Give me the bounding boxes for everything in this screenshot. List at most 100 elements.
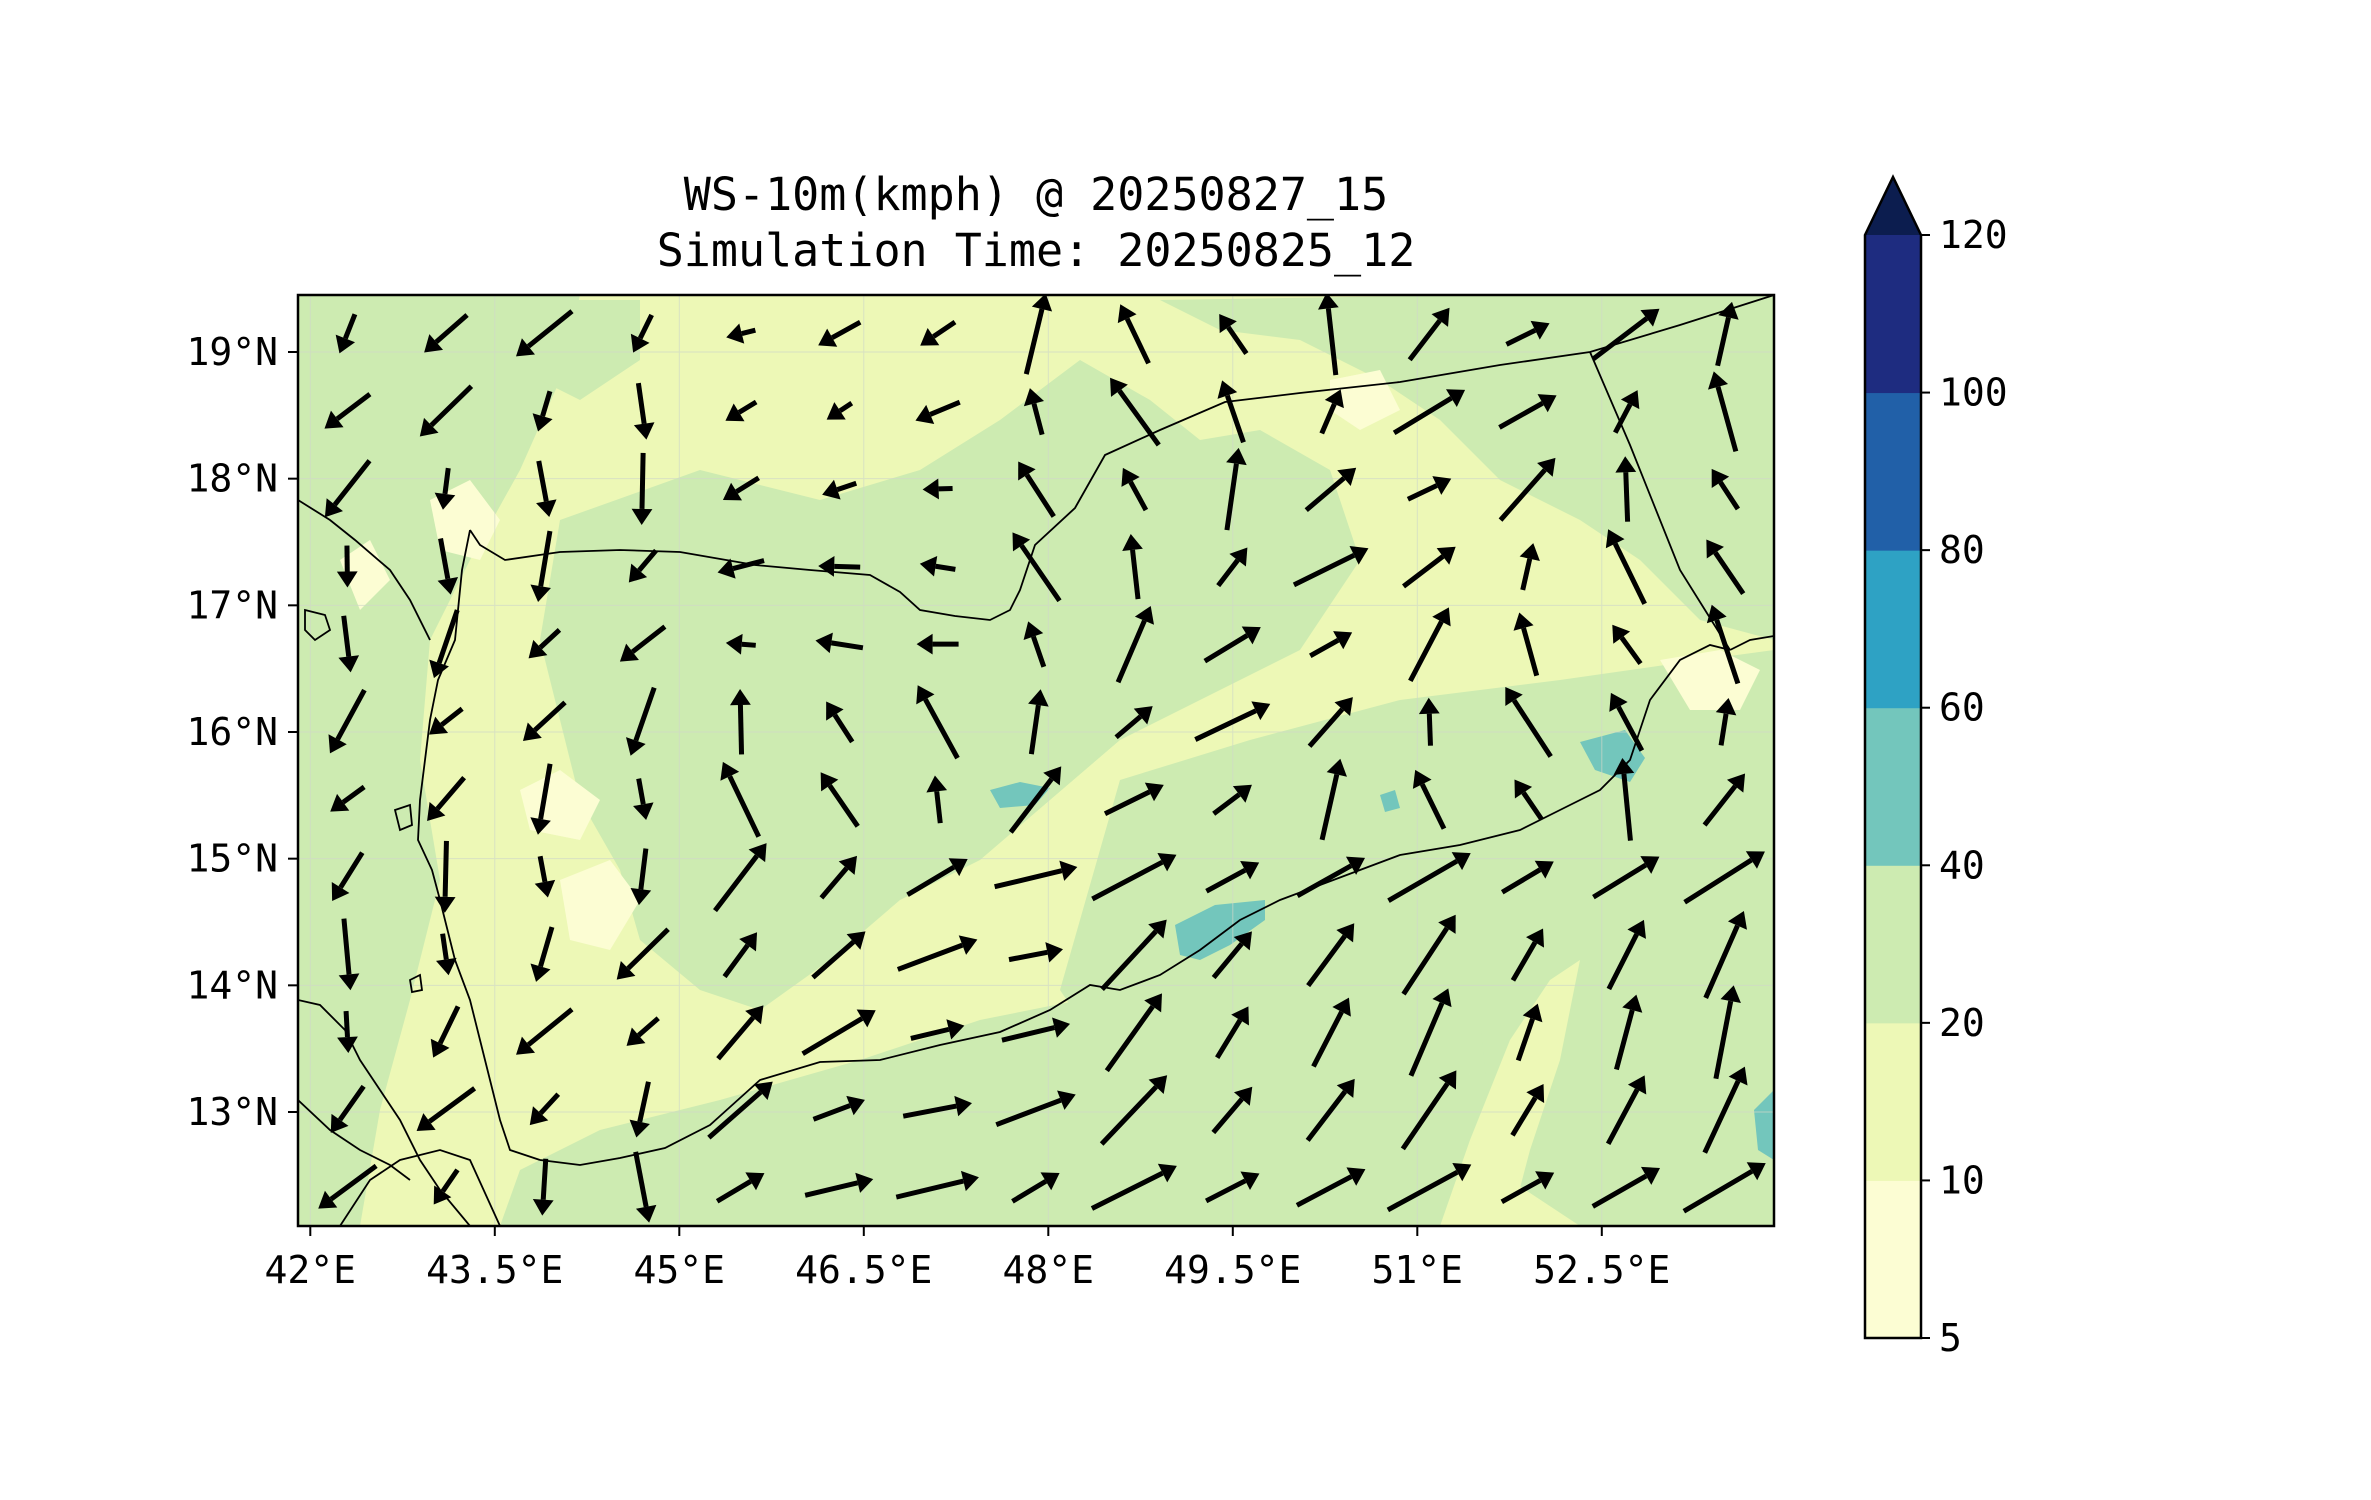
kamaran-island bbox=[393, 803, 413, 832]
wind-arrow bbox=[715, 1172, 765, 1204]
colorbar-outline bbox=[1863, 174, 1923, 1340]
wind-arrow bbox=[1001, 1017, 1071, 1043]
lat-tick-label: 13°N bbox=[186, 1090, 278, 1134]
wind-arrow bbox=[1706, 604, 1741, 685]
coastlines-and-borders bbox=[298, 295, 1774, 1226]
wind-arrow bbox=[1592, 856, 1660, 900]
wind-arrow bbox=[920, 319, 957, 346]
wind-arrow bbox=[338, 615, 360, 673]
wind-arrow bbox=[916, 633, 959, 655]
wind-arrow bbox=[818, 319, 862, 347]
wind-arrow bbox=[1216, 547, 1248, 588]
wind-arrow bbox=[1498, 394, 1557, 430]
wind-arrow bbox=[1203, 626, 1261, 664]
map-frame bbox=[296, 293, 1776, 1228]
wind-arrow bbox=[429, 706, 464, 735]
shade-40-60-gulf-patch bbox=[1175, 900, 1265, 960]
wind-arrow bbox=[1400, 1070, 1457, 1151]
wind-arrow bbox=[1591, 1166, 1661, 1209]
wind-arrow bbox=[906, 858, 968, 897]
wind-arrow bbox=[616, 927, 670, 980]
colorbar-segment bbox=[1865, 1022, 1921, 1181]
lon-tick-label: 51°E bbox=[1372, 1248, 1464, 1292]
wind-arrow bbox=[429, 609, 460, 679]
colorbar-segment bbox=[1865, 707, 1921, 866]
wind-arrow bbox=[1408, 607, 1451, 683]
wind-arrow bbox=[1318, 295, 1339, 376]
wind-arrow bbox=[328, 688, 367, 754]
eritrea-coast bbox=[298, 499, 431, 641]
djibouti-border bbox=[339, 1149, 501, 1226]
wind-arrow bbox=[534, 855, 556, 898]
wind-arrow bbox=[1702, 773, 1746, 827]
wind-arrow bbox=[430, 1005, 461, 1058]
wind-arrow bbox=[1407, 307, 1450, 362]
wind-arrow bbox=[1500, 1171, 1555, 1205]
wind-arrow bbox=[1706, 539, 1746, 596]
wind-arrow bbox=[716, 1005, 764, 1061]
wind-arrow bbox=[324, 459, 372, 518]
wind-arrow bbox=[1519, 543, 1540, 591]
wind-arrow bbox=[530, 530, 553, 603]
wind-arrow bbox=[1018, 461, 1056, 518]
wind-arrow bbox=[1702, 1066, 1748, 1154]
wind-arrow bbox=[896, 935, 978, 972]
wind-arrow bbox=[1402, 546, 1456, 589]
wind-arrow bbox=[1115, 605, 1154, 684]
lat-tick-label: 17°N bbox=[186, 583, 278, 627]
wind-arrow bbox=[434, 840, 456, 913]
colorbar-segment bbox=[1865, 550, 1921, 709]
wind-arrow bbox=[1605, 529, 1647, 605]
colorbar-extend-arrow bbox=[1865, 177, 1921, 235]
wind-arrow bbox=[994, 860, 1078, 890]
wind-arrow bbox=[1406, 476, 1452, 502]
wind-arrow bbox=[1612, 624, 1643, 666]
wind-arrow bbox=[1682, 1162, 1766, 1214]
wind-arrow bbox=[1090, 1163, 1177, 1211]
wind-arrow bbox=[1401, 914, 1456, 996]
wind-arrow bbox=[1606, 919, 1646, 991]
wind-arrow bbox=[725, 633, 756, 655]
wind-arrow bbox=[427, 776, 467, 821]
wind-arrow bbox=[926, 775, 948, 824]
colorbar-tick-label: 20 bbox=[1939, 1001, 1985, 1045]
wind-arrow bbox=[1319, 758, 1347, 841]
wind-arrow bbox=[424, 313, 469, 353]
wind-arrow bbox=[1307, 697, 1353, 748]
wind-arrow bbox=[331, 851, 365, 902]
wind-arrow bbox=[822, 479, 858, 500]
wind-arrow bbox=[1306, 923, 1355, 988]
lon-tick-label: 52.5°E bbox=[1533, 1248, 1670, 1292]
wind-arrow bbox=[1028, 689, 1049, 755]
wind-arrow bbox=[1613, 390, 1640, 434]
wind-arrow bbox=[1011, 1172, 1060, 1204]
latitude-axis: 19°N 18°N 17°N 16°N 15°N 14°N 13°N bbox=[186, 330, 298, 1134]
wind-arrow bbox=[1513, 612, 1540, 677]
eritrea-ethiopia-border bbox=[298, 1099, 411, 1181]
lat-tick-label: 19°N bbox=[186, 330, 278, 374]
wind-arrow bbox=[1510, 928, 1545, 982]
lon-tick-label: 48°E bbox=[1003, 1248, 1095, 1292]
wind-arrow bbox=[338, 918, 360, 991]
wind-arrow bbox=[1219, 314, 1249, 355]
wind-arrow bbox=[1683, 851, 1765, 905]
colorbar-tick-label: 5 bbox=[1939, 1316, 1962, 1360]
wind-arrow bbox=[717, 558, 765, 579]
wind-arrow bbox=[915, 399, 961, 425]
wind-arrow bbox=[826, 401, 854, 420]
wind-arrow bbox=[1099, 1075, 1168, 1146]
wind-arrow bbox=[1515, 1003, 1543, 1062]
wind-arrow bbox=[1305, 1078, 1355, 1142]
wind-arrow bbox=[1295, 1167, 1366, 1208]
wind-arrow bbox=[895, 1170, 979, 1200]
wind-arrow bbox=[434, 467, 456, 510]
wind-arrow bbox=[1103, 782, 1164, 816]
lat-tick-label: 18°N bbox=[186, 457, 278, 501]
wind-arrow bbox=[1296, 856, 1366, 899]
wind-arrow bbox=[416, 1086, 477, 1131]
wind-arrow bbox=[725, 399, 758, 422]
wind-arrow bbox=[530, 763, 553, 835]
wind-arrow bbox=[1605, 1075, 1647, 1145]
wind-arrow bbox=[1114, 706, 1153, 740]
wind-arrow bbox=[1505, 320, 1550, 347]
